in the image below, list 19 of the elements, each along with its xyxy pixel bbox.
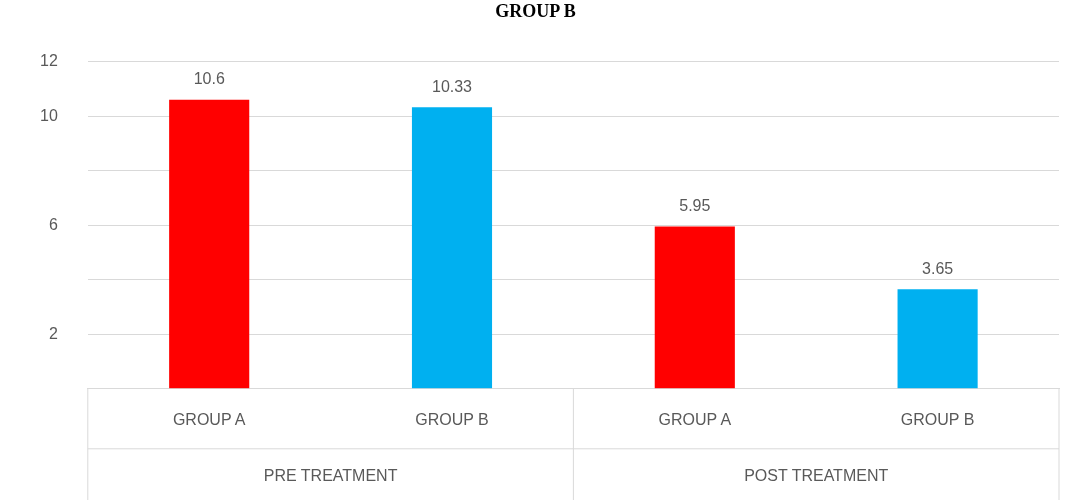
text: PRE TREATMENT <box>263 467 398 485</box>
chart-title: GROUP B <box>494 0 577 22</box>
y-tick-label: 10 <box>40 106 58 124</box>
data-label: 5.95 <box>679 196 711 214</box>
data-label: 3.65 <box>922 259 954 277</box>
y-tick-label: 6 <box>48 215 58 233</box>
data-label: 10.33 <box>431 77 473 95</box>
bar <box>897 289 978 389</box>
y-tick-label: 12 <box>40 52 58 70</box>
x-tick-label: GROUP A <box>172 410 246 428</box>
x-tick-label: GROUP A <box>658 410 732 428</box>
bar <box>411 107 493 389</box>
x-tick-label: GROUP B <box>415 410 489 428</box>
data-label: 10.6 <box>193 70 225 88</box>
y-tick-label: 2 <box>48 324 58 342</box>
x-tick-label: GROUP B <box>900 410 975 428</box>
text: POST TREATMENT <box>744 467 889 485</box>
bar <box>169 99 250 389</box>
bar <box>654 226 735 389</box>
